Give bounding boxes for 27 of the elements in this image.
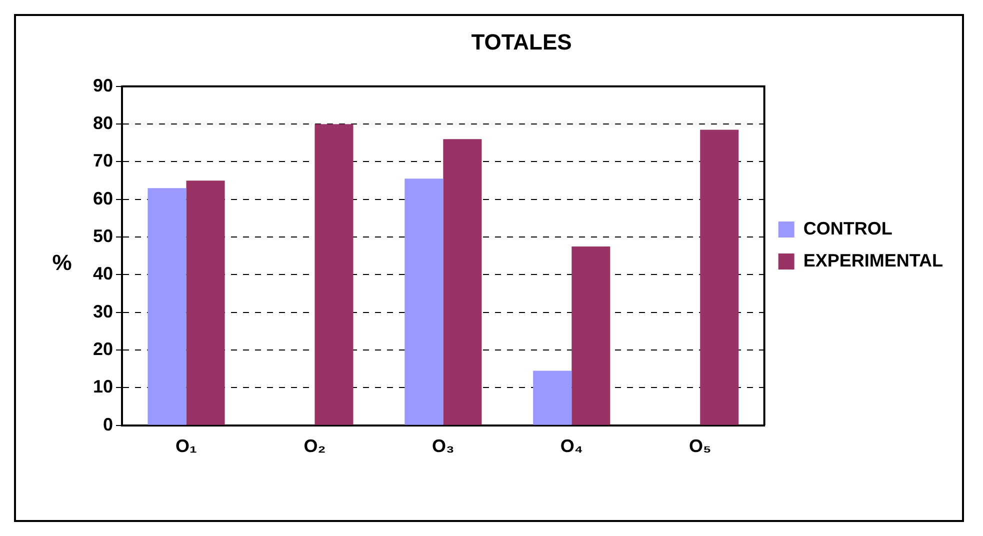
y-tick-label: 30 [92,301,114,322]
y-tick-label: 40 [92,264,114,284]
bar [700,130,739,425]
y-tick-label: 0 [103,414,114,434]
y-tick-label: 60 [92,188,114,208]
y-tick-label: 80 [92,113,114,134]
chart-title: TOTALES [471,29,572,54]
y-tick-label: 50 [92,226,114,246]
bar [314,124,354,425]
x-tick-label: O₂ [304,436,326,456]
y-tick-label: 20 [92,339,114,360]
bar [404,178,444,425]
bar [148,188,186,425]
bar [186,180,225,425]
y-tick-label: 10 [92,376,114,397]
y-tick-label: 70 [92,150,114,171]
y-axis-title: % [52,250,72,275]
bar [572,246,610,425]
y-tick-label: 90 [92,75,114,96]
bar [533,370,572,425]
x-tick-label: O₃ [432,436,454,456]
x-tick-label: O₅ [688,436,712,456]
x-tick-label: O₄ [560,436,583,456]
bar [443,139,482,425]
x-tick-label: O₁ [176,436,197,456]
legend-label: CONTROL [803,218,892,238]
legend-label: EXPERIMENTAL [803,250,944,270]
